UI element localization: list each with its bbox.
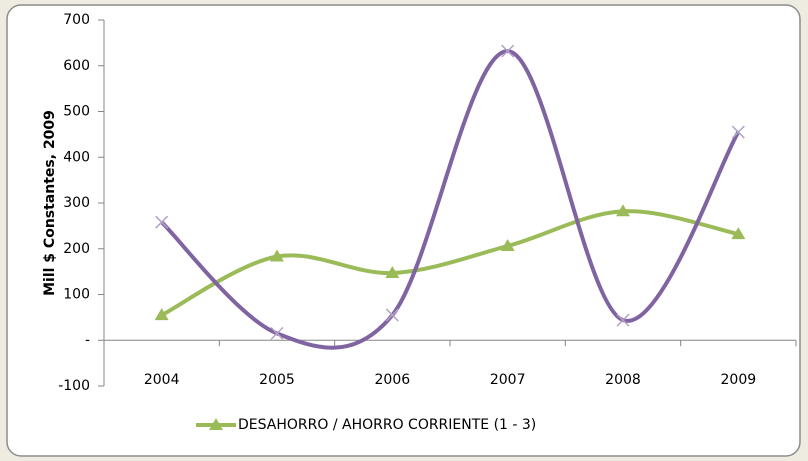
legend-marker <box>209 418 223 430</box>
marker <box>385 308 399 322</box>
marker <box>731 227 746 240</box>
chart-panel <box>6 4 801 457</box>
y-tick-label: 100 <box>63 287 90 303</box>
marker <box>501 44 515 58</box>
marker <box>155 215 169 229</box>
marker <box>616 313 630 327</box>
marker <box>154 308 169 321</box>
legend-label: DESAHORRO / AHORRO CORRIENTE (1 - 3) <box>238 417 536 433</box>
marker <box>270 326 284 340</box>
y-tick-label: 600 <box>63 58 90 74</box>
y-tick-label: 400 <box>63 149 90 165</box>
y-tick-label: 700 <box>63 12 90 28</box>
marker <box>731 125 745 139</box>
series-line <box>160 209 739 317</box>
x-tick-label: 2005 <box>259 372 295 388</box>
x-tick-label: 2009 <box>721 372 757 388</box>
marker <box>616 204 630 217</box>
x-tick-label: 2006 <box>375 372 411 388</box>
y-axis-label: Mill $ Constantes, 2009 <box>42 110 58 296</box>
marker <box>385 265 400 278</box>
marker <box>500 239 515 252</box>
y-tick-label: - <box>85 332 90 348</box>
y-tick-label: 500 <box>63 104 90 120</box>
y-tick-label: 300 <box>63 195 90 211</box>
y-tick-label: -100 <box>58 378 90 394</box>
x-tick-label: 2004 <box>144 372 180 388</box>
x-tick-label: 2008 <box>605 372 641 388</box>
marker <box>270 249 284 262</box>
x-tick-label: 2007 <box>490 372 526 388</box>
y-tick-label: 200 <box>63 241 90 257</box>
